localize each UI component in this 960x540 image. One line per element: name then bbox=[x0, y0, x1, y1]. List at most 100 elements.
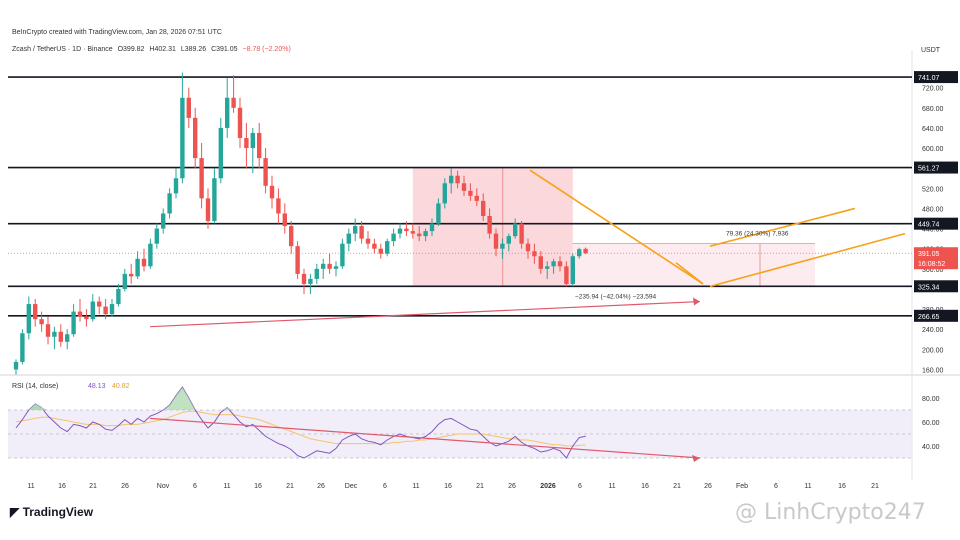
rsi-ma-value: 40.82 bbox=[112, 383, 130, 390]
price-tick-label: 480.00 bbox=[922, 206, 944, 213]
candle-body bbox=[199, 158, 204, 199]
tradingview-logo: ◤ TradingView bbox=[10, 505, 93, 519]
candle-body bbox=[461, 183, 467, 191]
candle-body bbox=[116, 288, 121, 305]
candle-body bbox=[532, 251, 537, 257]
candle-body bbox=[122, 273, 127, 289]
candle-body bbox=[455, 175, 460, 184]
symbol-title[interactable]: Zcash / TetherUS · 1D · Binance bbox=[12, 46, 113, 53]
x-tick-label: 21 bbox=[286, 483, 294, 490]
x-tick-label: 21 bbox=[476, 483, 484, 490]
candle-body bbox=[525, 243, 531, 252]
candle-body bbox=[436, 203, 441, 224]
divergence-arrowhead-rsi bbox=[692, 455, 700, 462]
candle-body bbox=[77, 311, 83, 317]
candle-body bbox=[570, 256, 575, 284]
low-value: L389.26 bbox=[180, 46, 207, 53]
x-tick-label: 6 bbox=[193, 483, 197, 490]
price-tick-label: 680.00 bbox=[922, 106, 944, 113]
price-tick-label: 440.00 bbox=[922, 227, 944, 234]
candle-body bbox=[84, 316, 89, 320]
x-tick-label: 6 bbox=[383, 483, 387, 490]
candle-body bbox=[391, 233, 396, 242]
x-tick-label: 16 bbox=[444, 483, 452, 490]
open-value: O399.82 bbox=[117, 46, 145, 53]
attribution-text: BeInCrypto created with TradingView.com,… bbox=[12, 29, 222, 36]
candle-body bbox=[481, 200, 486, 216]
candle-body bbox=[180, 97, 185, 179]
candle-body bbox=[468, 190, 473, 196]
candle-body bbox=[545, 266, 550, 269]
x-tick-label: 16 bbox=[641, 483, 649, 490]
channel-lower bbox=[709, 232, 906, 288]
x-tick-label: 26 bbox=[121, 483, 129, 490]
channel-upper bbox=[709, 207, 856, 247]
candle-body bbox=[487, 216, 492, 234]
candle-body bbox=[500, 243, 505, 249]
price-tick-label: 240.00 bbox=[922, 327, 944, 334]
candle-body bbox=[237, 107, 243, 138]
watermark: @ LinhCrypto247 bbox=[735, 500, 926, 525]
candle-body bbox=[423, 231, 428, 237]
candle-body bbox=[564, 266, 569, 284]
candle-body bbox=[410, 231, 415, 234]
x-tick-label: 26 bbox=[704, 483, 712, 490]
candle-body bbox=[346, 233, 351, 244]
candle-body bbox=[109, 304, 115, 315]
candle-body bbox=[493, 233, 499, 249]
candle-body bbox=[340, 243, 345, 267]
candle-body bbox=[103, 306, 108, 315]
candle-body bbox=[513, 223, 518, 237]
x-tick-label: 11 bbox=[412, 483, 419, 490]
trendline-wedge bbox=[675, 262, 704, 285]
candle-body bbox=[141, 258, 147, 267]
x-tick-label: Dec bbox=[345, 483, 358, 490]
candle-body bbox=[97, 301, 102, 307]
range-box-rise bbox=[572, 243, 815, 287]
candle-body bbox=[276, 198, 281, 214]
candle-body bbox=[244, 138, 249, 149]
rsi-overbought-fill bbox=[16, 404, 48, 410]
x-tick-label: 2026 bbox=[540, 483, 556, 490]
candle-body bbox=[295, 246, 300, 274]
candle-body bbox=[33, 304, 38, 320]
candle-body bbox=[193, 117, 198, 159]
x-tick-label: 6 bbox=[774, 483, 778, 490]
x-tick-label: 11 bbox=[27, 483, 34, 490]
candle-body bbox=[186, 97, 191, 118]
candle-body bbox=[154, 228, 159, 244]
rsi-overbought-fill bbox=[28, 387, 234, 410]
candle-body bbox=[417, 233, 422, 237]
candle-body bbox=[314, 268, 319, 279]
level-tag bbox=[914, 309, 958, 322]
rsi-ma-line bbox=[15, 410, 586, 447]
candle-body bbox=[39, 319, 44, 325]
candle-body bbox=[71, 311, 76, 335]
price-tick-label: 720.00 bbox=[922, 86, 944, 93]
x-tick-label: 16 bbox=[838, 483, 846, 490]
candle-body bbox=[583, 248, 588, 254]
price-tick-label: 640.00 bbox=[922, 126, 944, 133]
level-tag-label: 325.34 bbox=[918, 284, 940, 291]
candle-body bbox=[519, 223, 524, 244]
x-tick-label: 26 bbox=[317, 483, 325, 490]
candle-body bbox=[282, 213, 287, 227]
rsi-title: RSI (14, close) bbox=[12, 383, 58, 390]
candle-body bbox=[148, 243, 153, 267]
rsi-value: 48.13 bbox=[88, 383, 106, 390]
candle-body bbox=[225, 97, 230, 128]
candle-body bbox=[397, 228, 403, 234]
x-tick-label: 6 bbox=[578, 483, 582, 490]
candle-body bbox=[359, 226, 364, 239]
x-tick-label: 16 bbox=[58, 483, 66, 490]
range-label-drop: −235.94 (−42.04%) −23,594 bbox=[575, 293, 657, 300]
candle-body bbox=[45, 324, 51, 337]
price-tick-label: 360.00 bbox=[922, 267, 944, 274]
candle-body bbox=[551, 261, 556, 267]
x-tick-label: 11 bbox=[223, 483, 230, 490]
level-tag bbox=[914, 217, 958, 230]
candle-body bbox=[289, 226, 294, 247]
candle-body bbox=[538, 256, 543, 269]
level-tag-label: 741.07 bbox=[918, 75, 940, 82]
